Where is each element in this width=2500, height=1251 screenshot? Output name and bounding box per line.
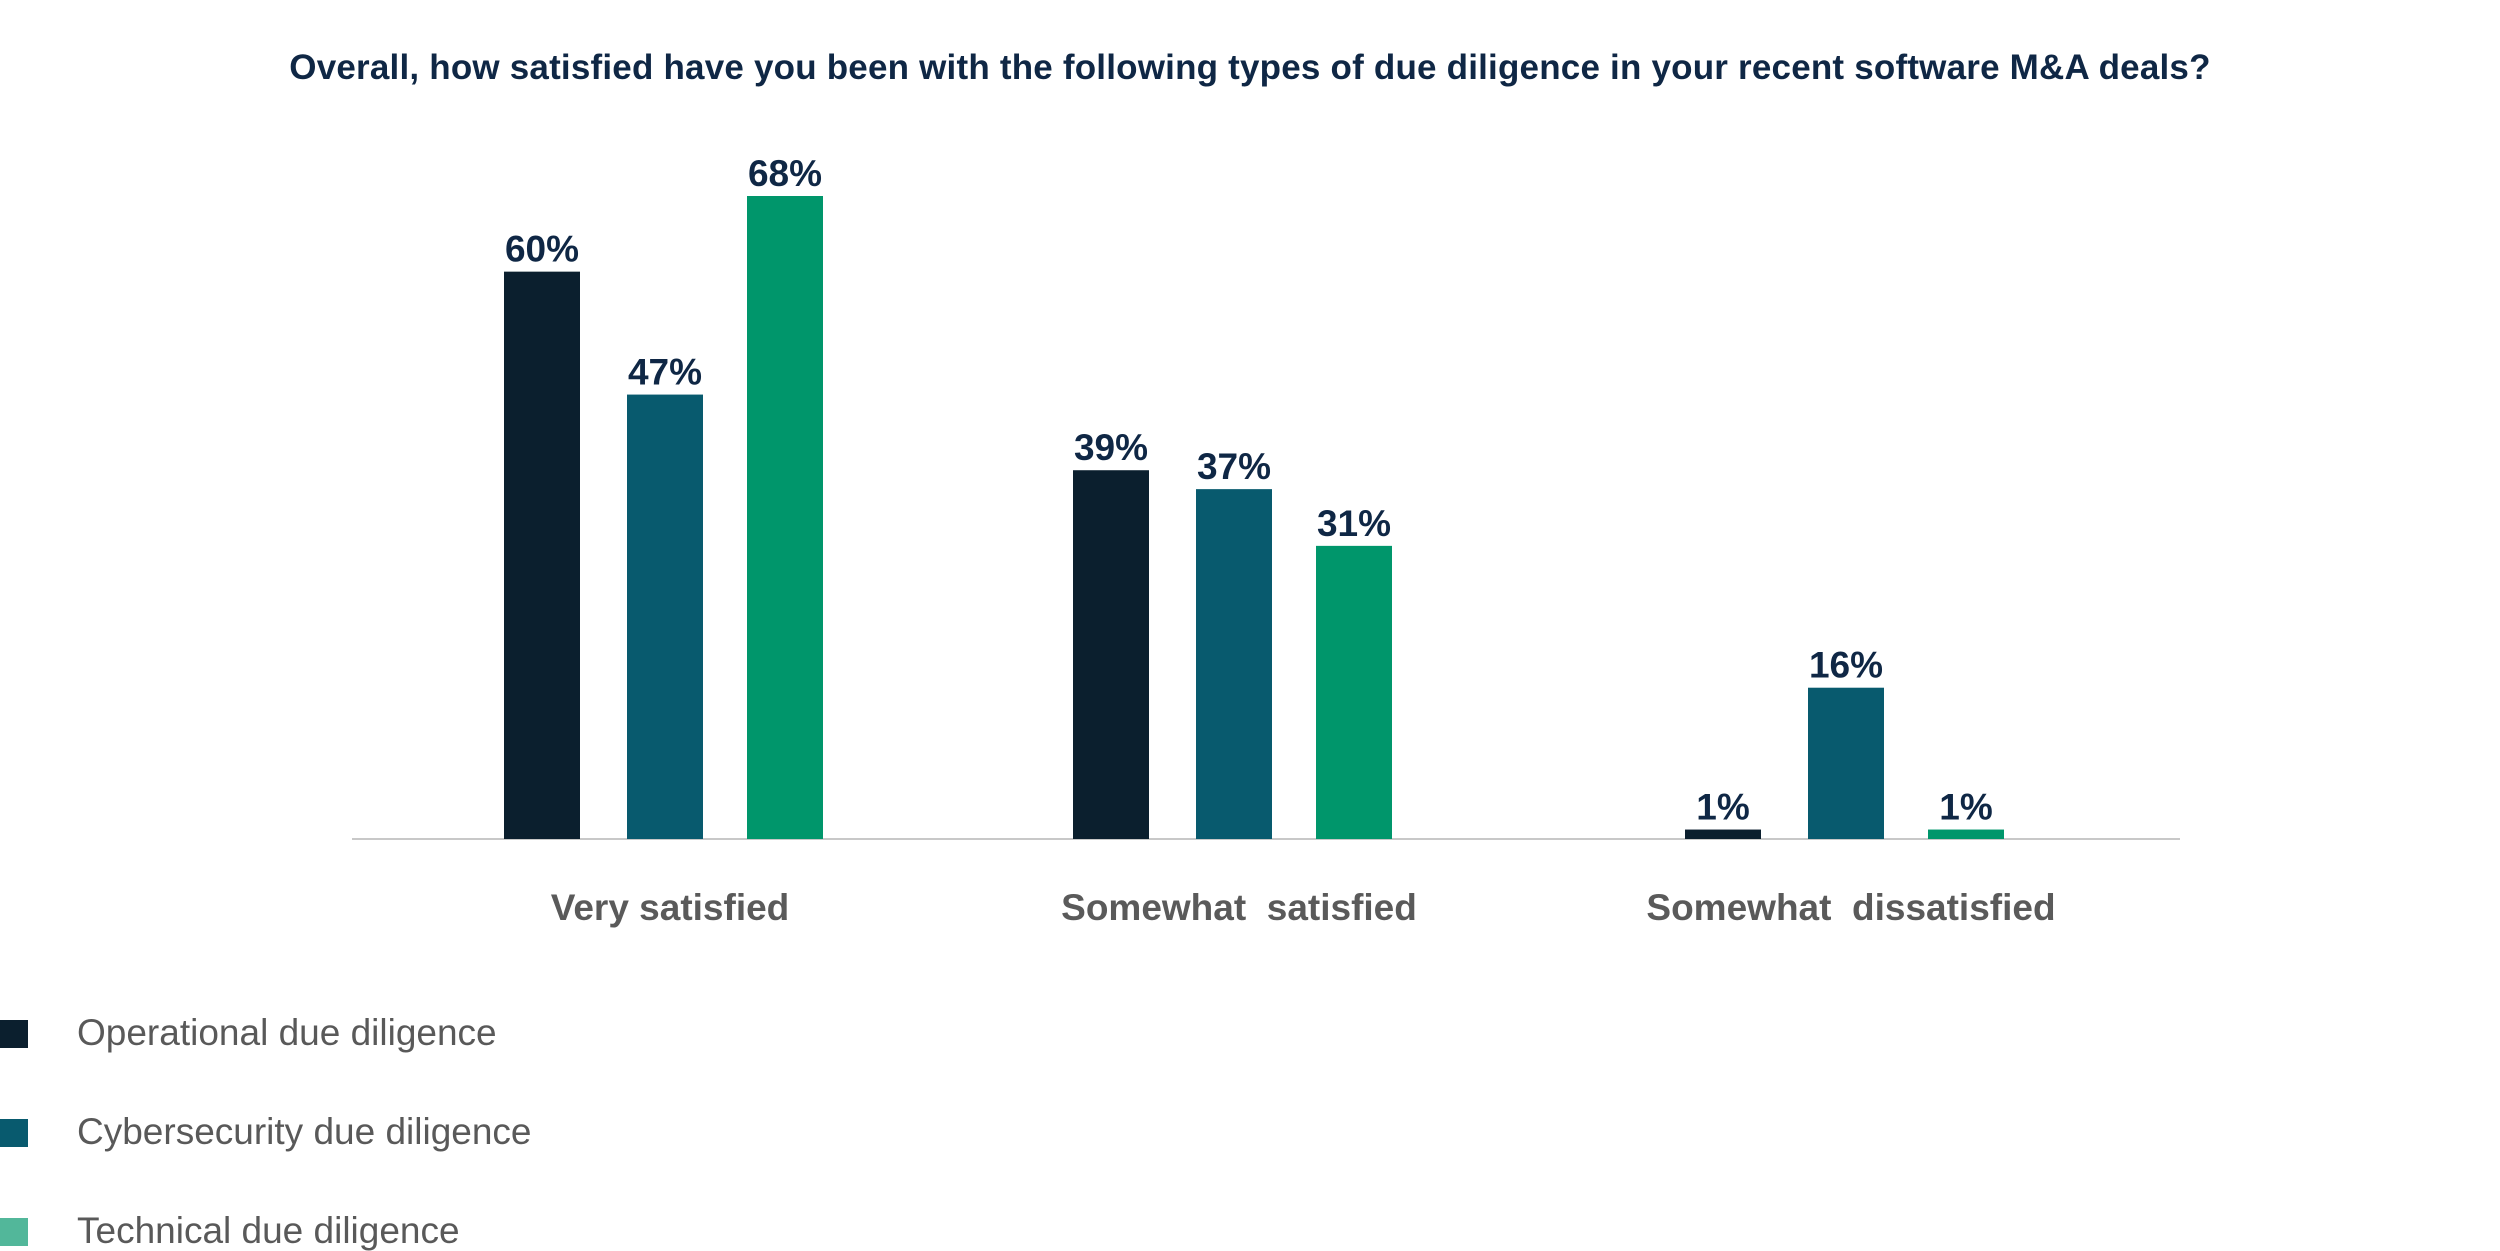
value-label-operational-due-diligence-somewhat-satisfied: 39% <box>1074 427 1148 468</box>
value-label-technical-due-diligence-somewhat-satisfied: 31% <box>1317 503 1391 544</box>
legend-label-cybersecurity-due-diligence: Cybersecurity due diligence <box>77 1111 532 1152</box>
bar-operational-due-diligence-very-satisfied <box>504 271 580 839</box>
bar-operational-due-diligence-somewhat-dissatisfied <box>1685 829 1761 839</box>
category-label-somewhat-dissatisfied: Somewhat dissatisfied <box>1646 887 2055 928</box>
bar-cybersecurity-due-diligence-very-satisfied <box>627 394 703 839</box>
legend-swatch-cybersecurity-due-diligence <box>0 1119 28 1147</box>
bar-technical-due-diligence-somewhat-dissatisfied <box>1928 829 2004 839</box>
legend-label-technical-due-diligence: Technical due diligence <box>77 1210 460 1251</box>
legend-label-operational-due-diligence: Operational due diligence <box>77 1012 497 1053</box>
value-label-technical-due-diligence-very-satisfied: 68% <box>748 153 822 194</box>
category-label-somewhat-satisfied: Somewhat satisfied <box>1061 887 1417 928</box>
value-label-operational-due-diligence-very-satisfied: 60% <box>505 229 579 270</box>
category-label-very-satisfied: Very satisfied <box>551 887 790 928</box>
value-label-cybersecurity-due-diligence-very-satisfied: 47% <box>628 352 702 393</box>
bar-cybersecurity-due-diligence-somewhat-dissatisfied <box>1808 687 1884 839</box>
legend-swatch-operational-due-diligence <box>0 1020 28 1048</box>
bar-technical-due-diligence-very-satisfied <box>747 196 823 839</box>
legend-swatch-technical-due-diligence <box>0 1218 28 1246</box>
value-label-cybersecurity-due-diligence-somewhat-satisfied: 37% <box>1197 446 1271 487</box>
bar-cybersecurity-due-diligence-somewhat-satisfied <box>1196 489 1272 839</box>
value-label-technical-due-diligence-somewhat-dissatisfied: 1% <box>1939 787 1992 828</box>
bar-operational-due-diligence-somewhat-satisfied <box>1073 470 1149 839</box>
bar-technical-due-diligence-somewhat-satisfied <box>1316 545 1392 839</box>
value-label-operational-due-diligence-somewhat-dissatisfied: 1% <box>1696 787 1749 828</box>
value-label-cybersecurity-due-diligence-somewhat-dissatisfied: 16% <box>1809 645 1883 686</box>
chart-title: Overall, how satisfied have you been wit… <box>289 48 2211 87</box>
